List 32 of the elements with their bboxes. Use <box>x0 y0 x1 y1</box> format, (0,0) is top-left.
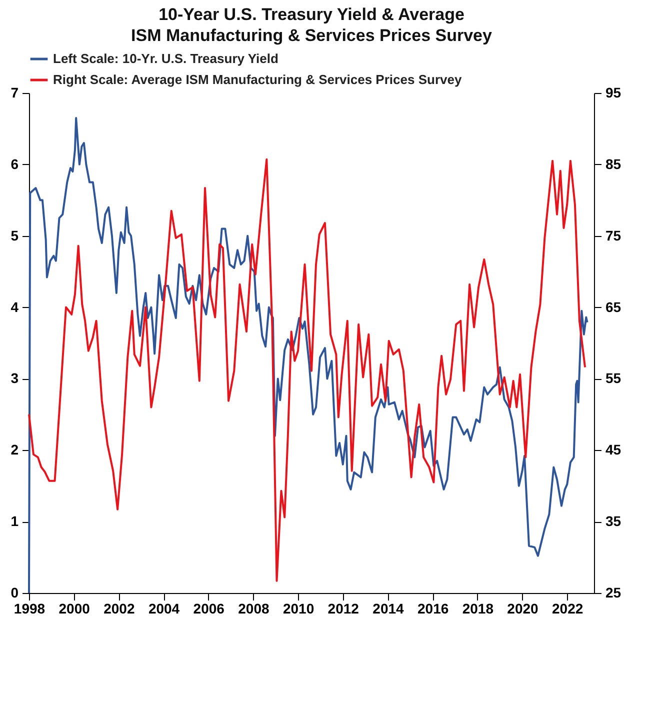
legend-label: Right Scale: Average ISM Manufacturing & Services Prices Survey <box>53 72 462 87</box>
x-tick-label: 2014 <box>372 600 404 616</box>
chart-title: 10-Year U.S. Treasury Yield & Average ISM Manufacturing & Services Prices Survey <box>131 5 492 45</box>
y2-tick-label: 45 <box>606 442 622 458</box>
x-tick-label: 2010 <box>282 600 314 616</box>
y-tick-label: 6 <box>10 156 19 172</box>
y2-tick-label: 95 <box>606 84 622 100</box>
y-tick-label: 5 <box>10 227 19 244</box>
y2-tick-label: 75 <box>606 227 622 244</box>
y-tick-label: 3 <box>10 370 19 386</box>
y-tick-label: 2 <box>10 442 19 458</box>
x-tick-label: 2008 <box>238 600 270 616</box>
x-tick-label: 2000 <box>58 600 90 616</box>
y2-tick-label: 85 <box>606 156 622 172</box>
legend-label: Left Scale: 10-Yr. U.S. Treasury Yield <box>53 51 278 66</box>
x-tick-label: 2020 <box>507 600 539 616</box>
x-tick-label: 2004 <box>148 600 180 616</box>
y-tick-label: 1 <box>10 513 19 530</box>
x-tick-label: 2002 <box>104 600 135 616</box>
x-tick-label: 2022 <box>552 600 584 616</box>
x-tick-label: 2012 <box>328 600 360 616</box>
y-tick-label: 4 <box>10 298 19 315</box>
y2-tick-label: 55 <box>606 370 622 386</box>
y2-tick-label: 65 <box>606 298 622 315</box>
y2-tick-label: 25 <box>606 584 622 600</box>
x-tick-label: 2006 <box>193 600 225 616</box>
y-tick-label: 0 <box>10 584 19 600</box>
x-tick-label: 1998 <box>14 600 46 616</box>
x-tick-label: 2016 <box>417 600 449 616</box>
x-tick-label: 2018 <box>462 600 494 616</box>
y-tick-label: 7 <box>10 84 19 100</box>
y2-tick-label: 35 <box>606 513 622 530</box>
